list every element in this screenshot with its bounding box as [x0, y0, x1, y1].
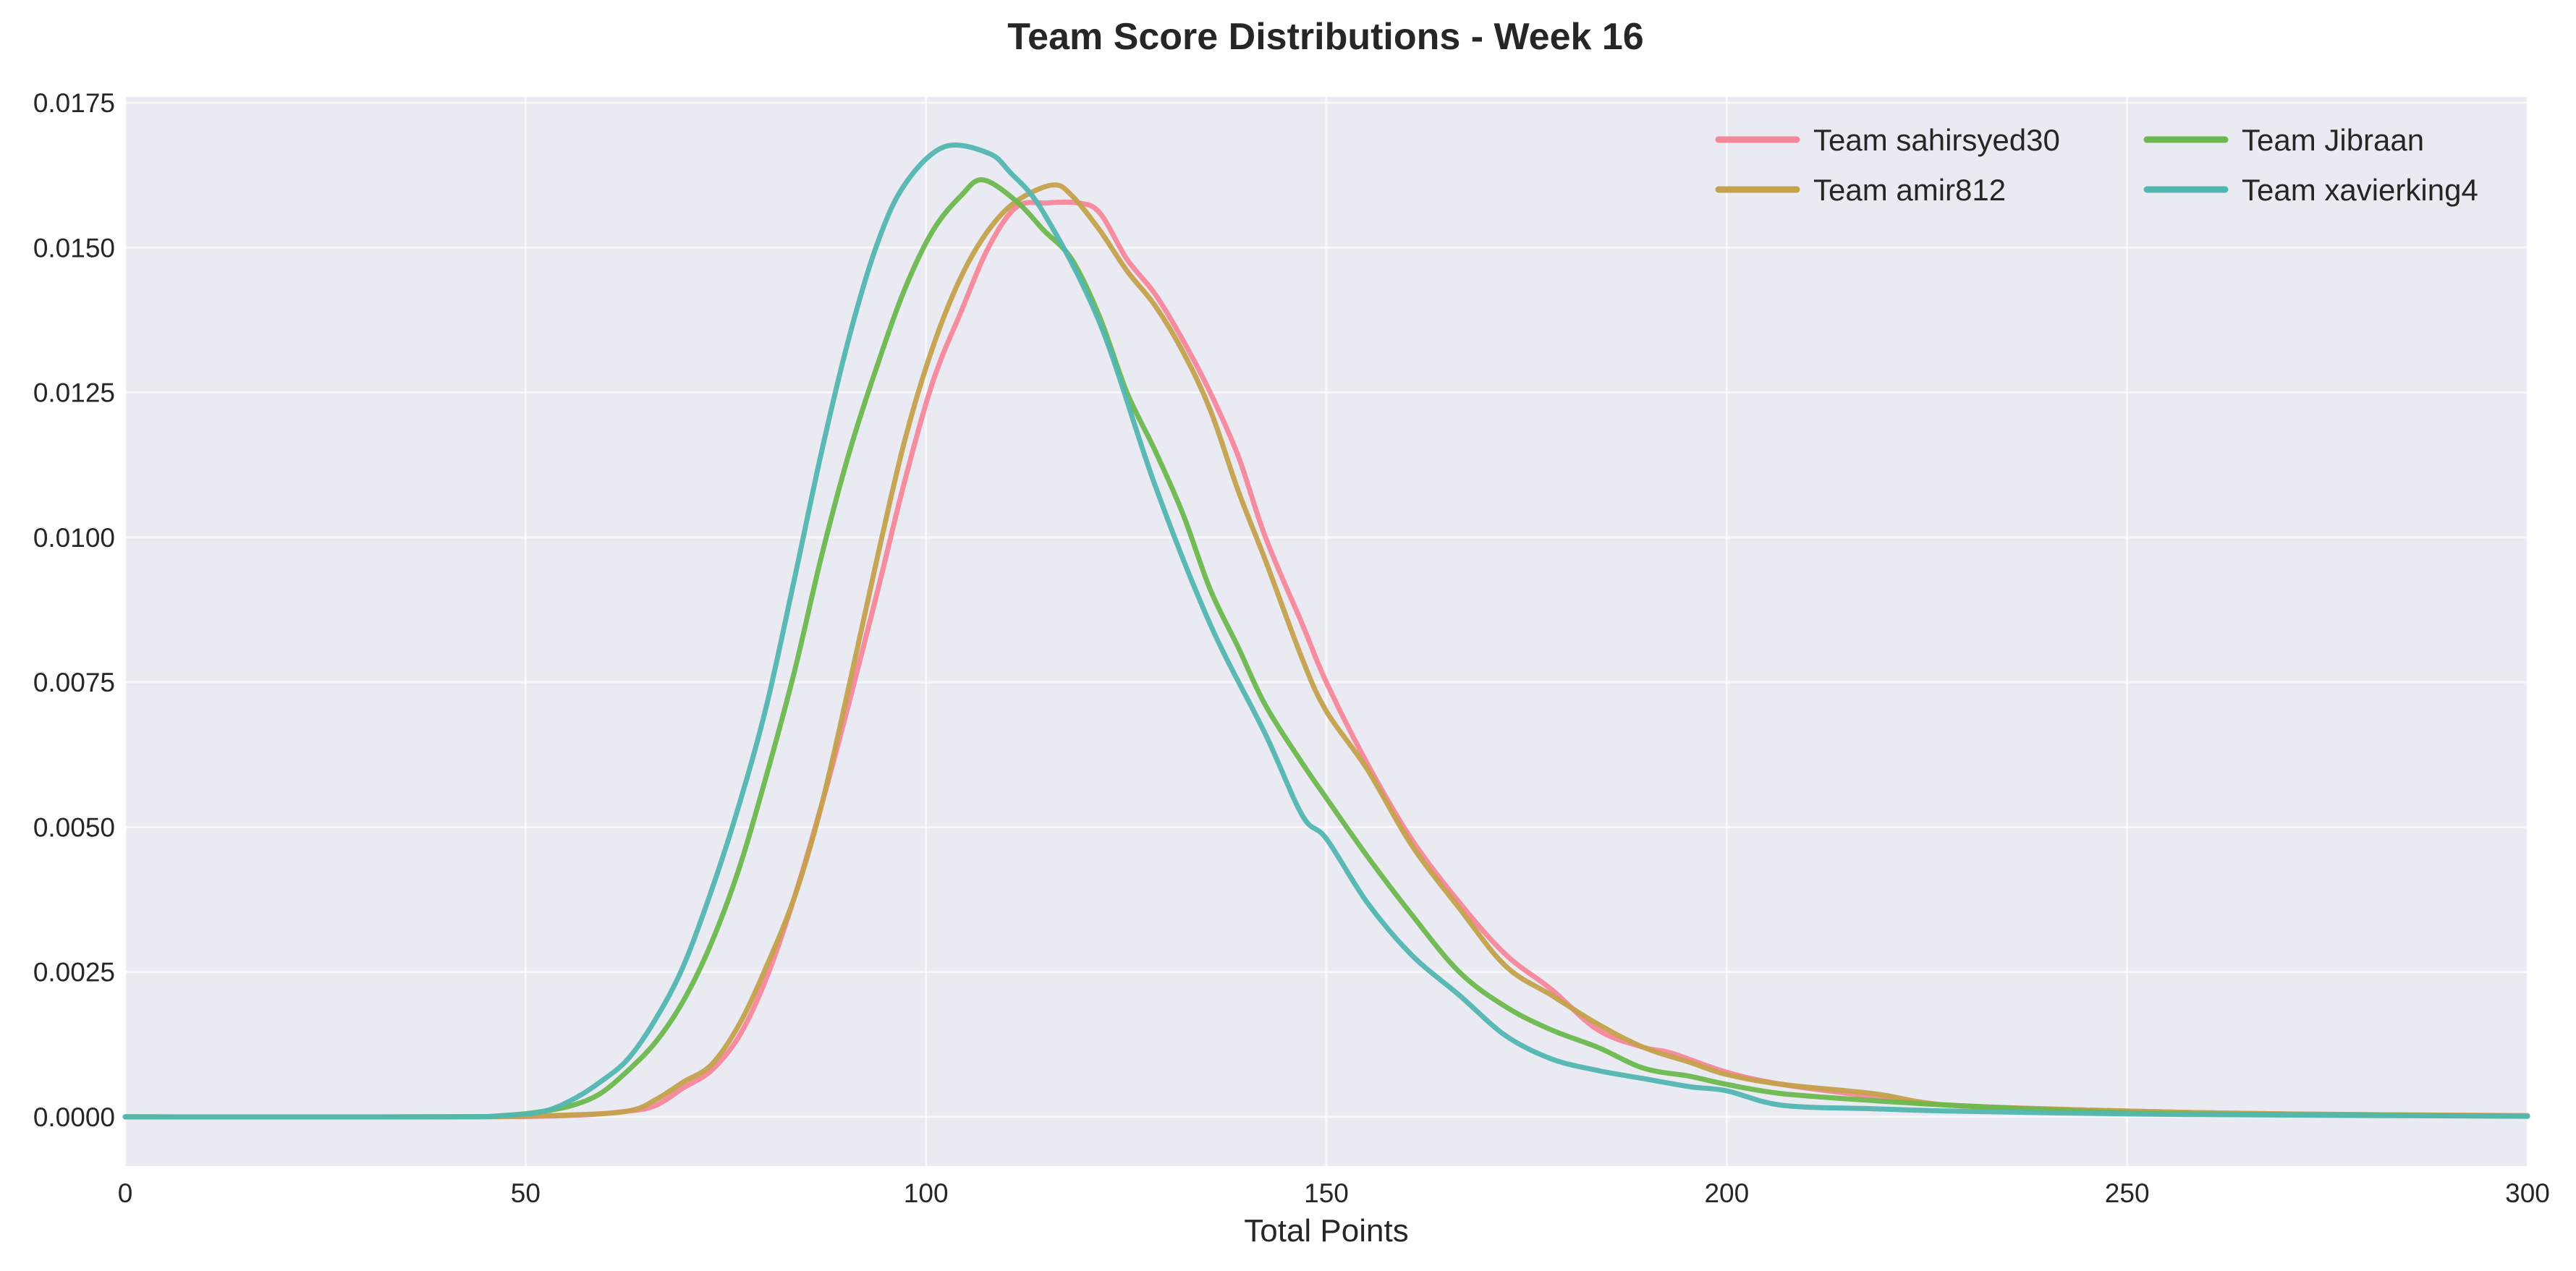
legend-item: Team sahirsyed30 [1715, 123, 2060, 157]
y-tick-label: 0.0075 [33, 668, 115, 697]
x-tick-label: 0 [118, 1178, 133, 1208]
series-line-team-amir812 [122, 182, 2530, 1120]
y-tick-label: 0.0050 [33, 812, 115, 842]
legend-label: Team amir812 [1813, 173, 2006, 207]
legend-label: Team xavierking4 [2242, 173, 2478, 207]
y-tick-label: 0.0025 [33, 958, 115, 987]
y-tick-label: 0.0000 [33, 1102, 115, 1132]
legend-label: Team sahirsyed30 [1813, 123, 2060, 157]
x-axis-ticks: 0 50 100 150 200 250 300 [118, 1178, 2550, 1208]
legend-item: Team amir812 [1715, 173, 2006, 207]
x-tick-label: 300 [2505, 1178, 2550, 1208]
x-tick-label: 150 [1304, 1178, 1349, 1208]
legend-item: Team xavierking4 [2143, 173, 2478, 207]
y-tick-label: 0.0100 [33, 523, 115, 553]
x-tick-label: 100 [904, 1178, 949, 1208]
x-axis-label: Total Points [1244, 1213, 1408, 1249]
y-axis-ticks: 0.0000 0.0025 0.0050 0.0075 0.0100 0.0125 0.01… [33, 88, 115, 1132]
series-lines [122, 142, 2530, 1120]
grid-lines [124, 97, 2529, 1166]
x-tick-label: 250 [2105, 1178, 2150, 1208]
y-tick-label: 0.0125 [33, 378, 115, 408]
y-tick-label: 0.0175 [33, 88, 115, 118]
legend-label: Team Jibraan [2242, 123, 2424, 157]
legend: Team sahirsyed30 Team amir812 Team Jibraan… [1715, 123, 2478, 207]
y-tick-label: 0.0150 [33, 233, 115, 263]
x-tick-label: 50 [511, 1178, 541, 1208]
legend-item: Team Jibraan [2143, 123, 2424, 157]
series-line-team-xavierking4 [122, 142, 2530, 1120]
x-tick-label: 200 [1704, 1178, 1749, 1208]
chart-title: Team Score Distributions - Week 16 [1007, 16, 1643, 58]
